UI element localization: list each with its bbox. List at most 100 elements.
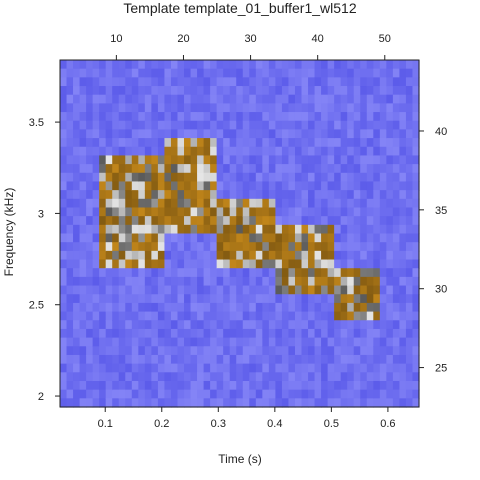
heatmap-cell	[327, 250, 335, 261]
heatmap-cell	[392, 86, 401, 96]
heatmap-cell	[184, 216, 192, 226]
heatmap-cell	[190, 86, 198, 96]
heatmap-cell	[288, 268, 296, 278]
heatmap-cell	[366, 398, 374, 408]
heatmap-cell	[314, 389, 322, 399]
heatmap-cell	[86, 198, 94, 209]
heatmap-cell	[379, 216, 387, 226]
heatmap-cell	[353, 190, 361, 200]
heatmap-cell	[236, 164, 244, 174]
heatmap-cell	[125, 60, 133, 70]
heatmap-cell	[99, 276, 107, 287]
heatmap-cell	[66, 259, 74, 269]
heatmap-cell	[373, 363, 381, 373]
heatmap-cell	[353, 389, 361, 399]
heatmap-cell	[66, 389, 74, 399]
heatmap-cell	[268, 276, 276, 287]
heatmap-cell	[405, 138, 414, 148]
heatmap-cell	[249, 268, 257, 278]
heatmap-cell	[157, 363, 166, 373]
heatmap-cell	[118, 120, 126, 131]
heatmap-cell	[190, 138, 198, 148]
heatmap-cell	[405, 285, 414, 295]
heatmap-cell	[412, 60, 420, 70]
heatmap-cell	[373, 198, 381, 209]
heatmap-cell	[262, 164, 270, 174]
heatmap-cell	[405, 112, 414, 122]
heatmap-cell	[373, 302, 381, 313]
heatmap-cell	[190, 389, 198, 399]
heatmap-cell	[340, 372, 348, 382]
heatmap-cell	[79, 94, 87, 104]
heatmap-cell	[255, 398, 263, 408]
heatmap-cell	[242, 398, 250, 408]
heatmap-cell	[66, 129, 74, 139]
heatmap-cell	[118, 146, 126, 157]
heatmap-cell	[92, 198, 100, 209]
heatmap-cell	[73, 250, 81, 261]
heatmap-cell	[405, 328, 414, 339]
heatmap-cell	[412, 120, 420, 131]
heatmap-cell	[236, 354, 244, 365]
heatmap-cell	[353, 103, 361, 113]
heatmap-cell	[314, 233, 322, 243]
heatmap-cell	[229, 302, 237, 313]
heatmap-cell	[255, 250, 263, 261]
heatmap-cell	[288, 198, 296, 209]
heatmap-cell	[86, 60, 94, 70]
heatmap-cell	[190, 190, 198, 200]
heatmap-cell	[334, 181, 342, 191]
heatmap-cell	[223, 60, 231, 70]
heatmap-cell	[353, 172, 361, 183]
heatmap-cell	[262, 389, 270, 399]
heatmap-cell	[92, 138, 100, 148]
heatmap-cell	[177, 224, 185, 235]
heatmap-cell	[301, 190, 309, 200]
heatmap-cell	[249, 302, 257, 313]
heatmap-cell	[281, 311, 290, 321]
heatmap-cell	[99, 311, 107, 321]
heatmap-cell	[203, 112, 211, 122]
heatmap-cell	[138, 86, 146, 96]
heatmap-cell	[412, 207, 420, 217]
heatmap-cell	[412, 346, 420, 356]
heatmap-cell	[288, 224, 296, 235]
heatmap-cell	[170, 86, 179, 96]
heatmap-cell	[268, 389, 276, 399]
heatmap-cell	[170, 103, 179, 113]
heatmap-cell	[144, 103, 152, 113]
heatmap-cell	[308, 311, 316, 321]
heatmap-cell	[373, 250, 381, 261]
heatmap-cell	[249, 181, 257, 191]
heatmap-cell	[79, 285, 87, 295]
heatmap-cell	[405, 276, 414, 287]
heatmap-cell	[92, 129, 100, 139]
heatmap-cell	[66, 103, 74, 113]
heatmap-cell	[157, 294, 166, 304]
heatmap-cell	[66, 311, 74, 321]
heatmap-cell	[360, 294, 368, 304]
heatmap-cell	[112, 138, 120, 148]
heatmap-cell	[197, 216, 205, 226]
heatmap-cell	[366, 146, 374, 157]
heatmap-cell	[203, 224, 211, 235]
heatmap-cell	[223, 328, 231, 339]
heatmap-cell	[131, 172, 139, 183]
heatmap-cell	[151, 346, 159, 356]
heatmap-cell	[327, 207, 335, 217]
heatmap-cell	[86, 146, 94, 157]
heatmap-cell	[60, 294, 68, 304]
heatmap-cell	[229, 380, 237, 391]
heatmap-cell	[327, 328, 335, 339]
heatmap-cell	[86, 120, 94, 131]
heatmap-cell	[99, 372, 107, 382]
heatmap-cell	[203, 276, 211, 287]
heatmap-cell	[164, 320, 172, 330]
heatmap-cell	[164, 181, 172, 191]
heatmap-cell	[216, 112, 224, 122]
heatmap-cell	[118, 129, 126, 139]
heatmap-cell	[366, 380, 374, 391]
heatmap-cell	[138, 164, 146, 174]
heatmap-cell	[255, 276, 263, 287]
heatmap-cell	[92, 380, 100, 391]
